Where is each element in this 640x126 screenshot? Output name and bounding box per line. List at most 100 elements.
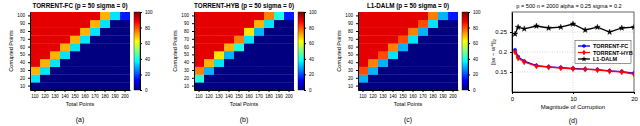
cell (80, 59, 90, 67)
cell (100, 35, 110, 43)
cell (408, 67, 418, 75)
tick: 40 (304, 57, 315, 62)
cell (80, 35, 90, 43)
cell (50, 43, 60, 51)
cell (70, 74, 80, 82)
tick-mark (433, 90, 434, 92)
tick: 140 (389, 90, 397, 99)
cell (224, 82, 234, 90)
tick-label: 20 (348, 76, 354, 81)
legend-marker (582, 50, 585, 56)
cell (254, 12, 264, 20)
tick-label: 0 (145, 88, 148, 93)
cell (194, 74, 204, 82)
tick-mark (468, 90, 470, 91)
cell (274, 20, 284, 28)
cell (358, 67, 368, 75)
tick: 190 (275, 90, 283, 99)
tick-mark (356, 86, 358, 87)
cell (234, 43, 244, 51)
cell (224, 67, 234, 75)
tick: 140 (225, 90, 233, 99)
cell (244, 35, 254, 43)
tick-mark (356, 54, 358, 55)
cell (234, 35, 244, 43)
cell (358, 51, 368, 59)
cell (80, 82, 90, 90)
cell (378, 35, 388, 43)
tick-mark (192, 23, 194, 24)
axis-line (304, 13, 305, 91)
cell (428, 43, 438, 51)
marker (516, 55, 519, 61)
tick: 60 (468, 41, 479, 46)
cell (264, 28, 274, 36)
tick-label: 100 (181, 13, 189, 18)
tick-label: 50 (348, 52, 354, 57)
cell (448, 28, 458, 36)
tick-label: 0.15 (495, 69, 507, 75)
cell (30, 74, 40, 82)
tick-label: 100 (145, 10, 153, 15)
cell (264, 82, 274, 90)
cell (408, 20, 418, 28)
tick-mark (259, 90, 260, 92)
tick-label: 40 (473, 57, 479, 62)
title: TORRENT-FC (p = 50 sigma = 0) (32, 2, 127, 10)
cell (284, 82, 294, 90)
cell (388, 43, 398, 51)
tick: 180 (101, 90, 109, 99)
marker (608, 68, 611, 74)
tick: 180 (265, 90, 273, 99)
cell (368, 12, 378, 20)
cell (40, 20, 50, 28)
tick-label: 180 (429, 94, 437, 99)
x-axis-title: Total Points (230, 101, 259, 107)
cell (60, 35, 70, 43)
tick-label: 60 (309, 41, 315, 46)
tick-label: 170 (255, 94, 263, 99)
marker (620, 69, 623, 75)
cell (254, 43, 264, 51)
tick-mark (304, 59, 306, 60)
tick: 110 (359, 90, 367, 99)
cell (194, 59, 204, 67)
cell (358, 82, 368, 90)
cell (30, 82, 40, 90)
tick-mark (55, 90, 56, 92)
tick-label: 130 (51, 94, 59, 99)
tick: 0 (468, 88, 476, 93)
cell (368, 59, 378, 67)
marker (596, 67, 599, 73)
cell (214, 51, 224, 59)
cell (90, 82, 100, 90)
cell (224, 51, 234, 59)
cell (30, 28, 40, 36)
cell (438, 59, 448, 67)
cell (60, 20, 70, 28)
cell (110, 12, 120, 20)
series-line (515, 50, 634, 73)
tick: 10 (184, 84, 194, 89)
tick-label: 20 (473, 72, 479, 77)
tick: 0.15 (495, 69, 512, 75)
tick-label: 170 (91, 94, 99, 99)
tick-mark (356, 31, 358, 32)
tick-mark (453, 90, 454, 92)
tick-mark (115, 90, 116, 92)
cell (80, 20, 90, 28)
cell (264, 43, 274, 51)
cell (378, 67, 388, 75)
tick: 40 (20, 60, 30, 65)
marker (535, 63, 538, 69)
cell (80, 12, 90, 20)
cell (244, 12, 254, 20)
y-axis: 102030405060708090100 (181, 13, 194, 91)
cell (204, 59, 214, 67)
tick-label: 150 (71, 94, 79, 99)
cell (60, 12, 70, 20)
y-axis-title: ||w − w*||₂ (490, 38, 496, 65)
cell (30, 67, 40, 75)
tick-label: 170 (419, 94, 427, 99)
marker (571, 66, 574, 72)
